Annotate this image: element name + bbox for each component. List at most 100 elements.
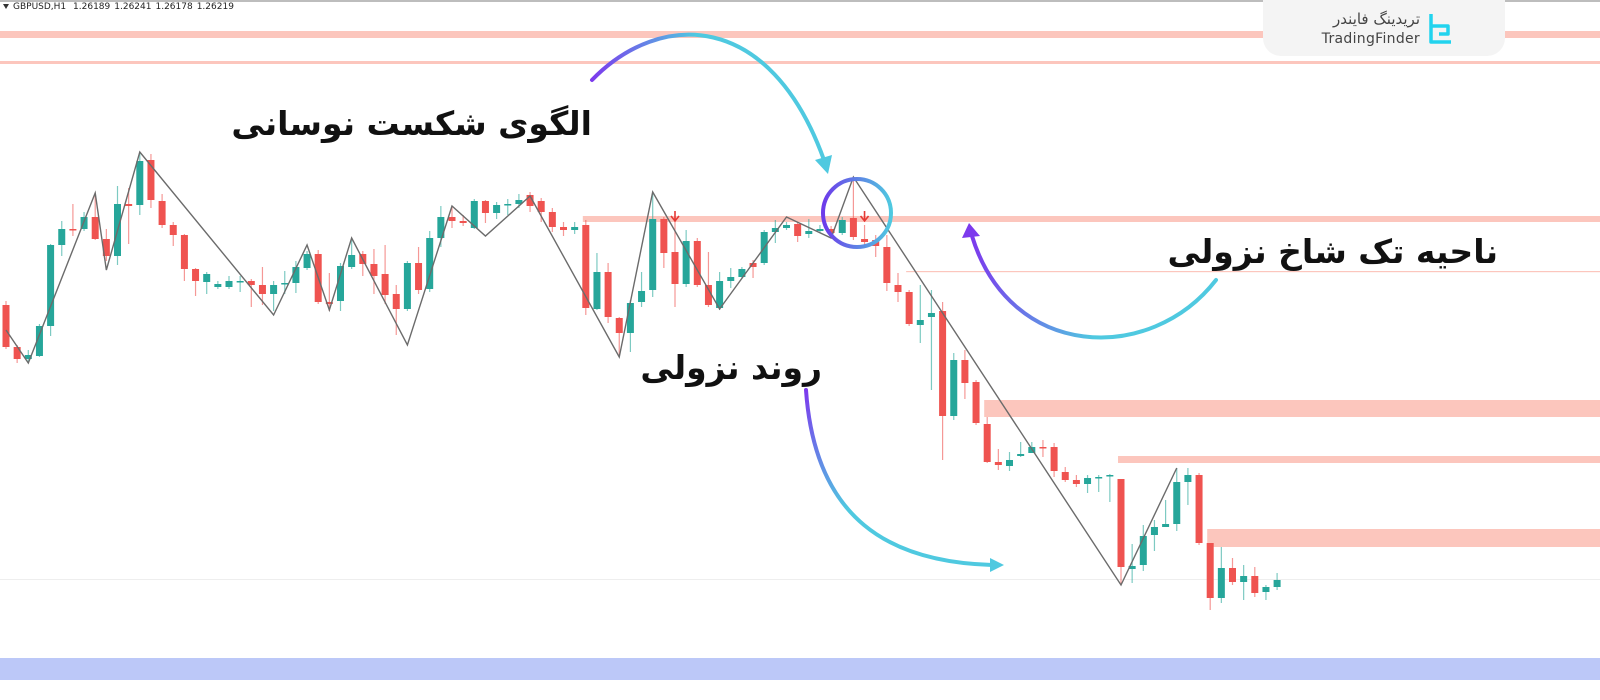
- price-line: [0, 579, 1600, 580]
- candle-body: [838, 220, 846, 233]
- bearish-candle: [1251, 567, 1259, 597]
- candle-body: [281, 283, 289, 285]
- candle-body: [403, 263, 411, 309]
- candle-body: [292, 267, 300, 283]
- candle-body: [158, 201, 166, 225]
- candle-body: [470, 201, 478, 228]
- bearish-unicorn-zone-label: ناحیه تک شاخ نزولی: [1167, 232, 1498, 271]
- bearish-candle: [905, 290, 913, 326]
- bearish-candle: [91, 193, 99, 240]
- bearish-candle: [983, 417, 991, 463]
- candle-body: [370, 264, 378, 276]
- bearish-candle: [258, 267, 266, 305]
- zones-layer: [0, 31, 1600, 680]
- tradingfinder-logo-icon: [1429, 14, 1451, 44]
- bullish-candle: [1262, 585, 1270, 600]
- candle-body: [348, 255, 356, 267]
- bullish-candle: [1095, 475, 1103, 492]
- bullish-candle: [470, 199, 478, 229]
- candle-body: [805, 231, 813, 234]
- candle-body: [1229, 568, 1236, 582]
- candle-body: [783, 225, 790, 228]
- bearish-candle: [994, 449, 1002, 470]
- chart-header: GBPUSD,H1 1.26189 1.26241 1.26178 1.26219: [3, 2, 238, 12]
- bullish-candle: [303, 251, 311, 270]
- bearish-candle: [883, 235, 891, 291]
- candle-body: [671, 252, 679, 284]
- supply-zone: [582, 216, 1600, 222]
- bullish-candle: [203, 272, 211, 294]
- bullish-candle: [35, 324, 43, 357]
- candle-body: [91, 217, 99, 239]
- supply-zone: [984, 400, 1600, 417]
- candle-body: [1050, 447, 1058, 471]
- bullish-candle: [136, 152, 144, 215]
- bullish-candle: [337, 263, 344, 311]
- bullish-candle: [783, 222, 790, 230]
- candle-body: [225, 281, 233, 287]
- bullish-candle: [1106, 474, 1114, 502]
- bullish-candle: [716, 272, 724, 310]
- bearish-candle: [704, 252, 712, 307]
- supply-zone: [1207, 529, 1600, 547]
- candle-body: [147, 160, 155, 200]
- bullish-candle: [638, 272, 646, 307]
- candle-body: [716, 281, 724, 308]
- candle-body: [604, 272, 612, 317]
- candle-body: [994, 462, 1002, 465]
- bearish-candle: [537, 198, 545, 222]
- candle-body: [1184, 475, 1192, 482]
- candle-body: [927, 313, 935, 317]
- candle-body: [526, 195, 534, 206]
- candle-body: [214, 284, 222, 287]
- bearish-candle: [1195, 473, 1203, 545]
- candle-body: [13, 347, 21, 359]
- sell-signal-arrow-icon: [670, 211, 680, 223]
- menu-triangle-icon[interactable]: [3, 4, 9, 9]
- candle-body: [303, 254, 311, 268]
- bullish-candle: [1173, 468, 1181, 531]
- swing-break-arrow: [590, 32, 826, 162]
- candle-body: [1106, 475, 1114, 477]
- bearish-candle: [794, 222, 802, 242]
- bullish-candle: [1150, 520, 1158, 551]
- bearish-candle: [548, 208, 556, 232]
- candle-body: [2, 305, 10, 347]
- bullish-candle: [1217, 547, 1225, 603]
- bullish-candle: [649, 193, 657, 297]
- candle-body: [247, 281, 255, 285]
- bullish-candle: [1240, 565, 1248, 600]
- bearish-candle: [192, 268, 200, 296]
- bearish-candle: [415, 247, 423, 294]
- bearish-candle: [481, 200, 489, 223]
- bearish-candle: [102, 229, 110, 261]
- candle-body: [1195, 475, 1203, 543]
- bearish-candle: [147, 154, 155, 208]
- logo-text-fa: تریدینگ فایندر: [1333, 10, 1420, 28]
- candle-body: [660, 219, 668, 253]
- candle-body: [493, 205, 501, 213]
- candle-body: [192, 269, 200, 281]
- bearish-candle: [1206, 543, 1214, 610]
- bearish-candle: [370, 249, 378, 294]
- bullish-candle: [805, 219, 813, 238]
- candle-body: [548, 212, 556, 227]
- candle-body: [849, 218, 857, 237]
- candle-body: [481, 201, 489, 213]
- candle-body: [1251, 576, 1259, 593]
- bearish-candle: [1050, 443, 1058, 477]
- candle-body: [827, 229, 835, 233]
- candle-body: [1273, 580, 1281, 587]
- candle-body: [1217, 568, 1225, 598]
- candle-body: [270, 285, 278, 294]
- bearish-candle: [1229, 558, 1236, 585]
- candle-body: [1061, 472, 1069, 480]
- candle-body: [69, 229, 77, 231]
- candle-body: [1262, 587, 1270, 592]
- bullish-candle: [236, 276, 244, 292]
- supply-zone: [906, 271, 1600, 273]
- candle-body: [638, 291, 646, 302]
- candle-body: [704, 285, 712, 305]
- candle-body: [1206, 543, 1214, 598]
- candle-body: [448, 217, 456, 221]
